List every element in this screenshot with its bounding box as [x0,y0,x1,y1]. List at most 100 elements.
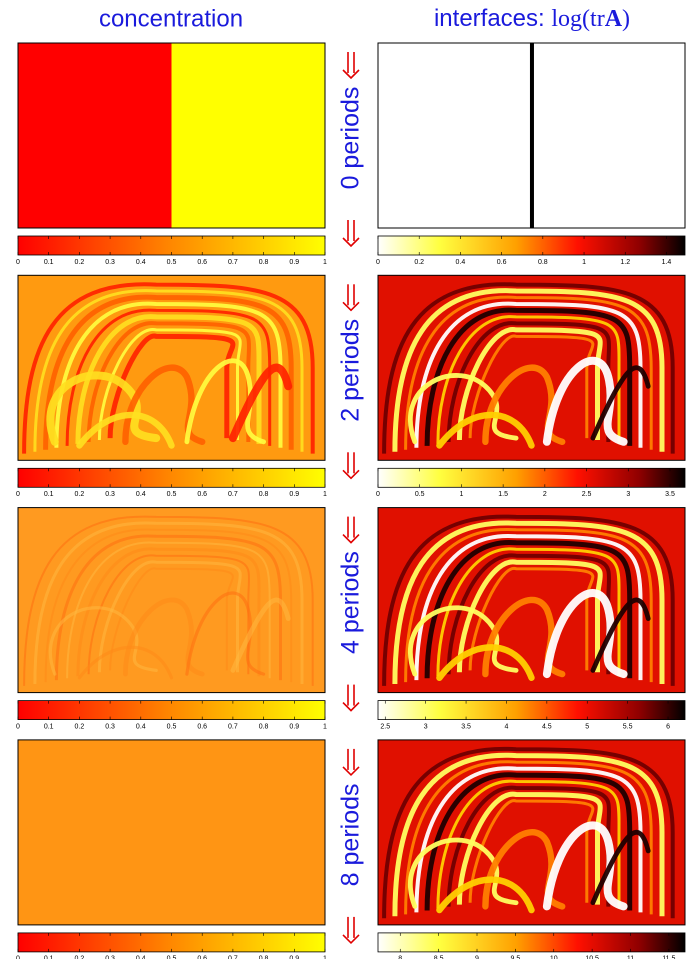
column-title: concentration [99,5,243,32]
arrow [342,220,360,248]
colorbar-tick-label: 0 [16,491,20,498]
swirl [228,363,293,443]
swirl [468,334,595,439]
formula: ) [622,6,630,32]
swirl [456,559,603,673]
arrow [342,452,360,480]
colorbar-tick-label: 1 [582,259,586,266]
swirl [446,553,612,675]
colorbar-tick-label: 0.1 [44,491,54,498]
colorbar-tick-label: 3 [626,491,630,498]
colorbar [377,467,686,488]
colorbar-tick-label: 2.5 [380,723,390,730]
colorbar-tick-label: 0.8 [259,723,269,730]
swirl [436,779,621,909]
arrow [342,916,360,945]
field-background [18,739,325,925]
colorbar-tick-label: 0.8 [538,259,548,266]
arrow [342,748,360,777]
colorbar-tick-label: 0.6 [197,723,207,730]
field-region [18,43,172,228]
colorbar-tick-label: 0.3 [105,491,115,498]
colorbar-tick-label: 1 [323,491,327,498]
swirl [22,282,315,454]
colorbar-tick-label: 3 [424,723,428,730]
colorbar-tick-label: 0.5 [415,491,425,498]
swirl [542,589,628,679]
panel-frame [17,274,326,461]
colorbar-tick-label: 0.3 [105,259,115,266]
colorbar-tick-label: 0 [16,259,20,266]
colorbar-tick-label: 0.4 [136,491,146,498]
swirl [542,356,628,446]
swirl [75,314,262,444]
swirl [436,876,535,914]
colorbar-tick-label: 0.3 [105,723,115,730]
row-label: 0 periods [337,87,365,190]
colorbar-tick-label: 2.5 [582,491,592,498]
swirl [382,514,675,686]
colorbar-tick-label: 0.9 [289,259,299,266]
colorbar-tick-label: 0.7 [228,491,238,498]
colorbar-tick-label: 2 [543,491,547,498]
swirl [436,315,621,444]
swirl [54,534,282,681]
colorbar-tick-label: 0.5 [167,491,177,498]
panel-frame [17,42,326,229]
column-title: interfaces: log(trA) [434,5,630,32]
column-title-text: interfaces: [434,5,545,32]
swirl [97,560,242,673]
arrow-head [342,469,360,480]
swirl [407,605,519,677]
colorbar-tick-label: 5.5 [623,723,633,730]
arrow-head [342,301,360,312]
arrow [342,52,360,80]
swirl [109,567,234,671]
swirl [456,791,603,905]
swirl [590,829,651,906]
colorbar-tick-label: 0.4 [456,259,466,266]
colorbar-tick-label: 0.9 [289,723,299,730]
swirl [66,541,271,679]
colorbar-tick-label: 0.6 [497,259,507,266]
swirl [107,333,236,439]
colorbar [377,932,686,953]
colorbar-tick-label: 0.1 [44,723,54,730]
panel-frame [377,507,686,694]
concentration-field [18,739,325,925]
swirl [33,289,304,452]
row-label: 2 periods [337,319,365,422]
swirl [404,760,653,915]
swirl [97,328,242,441]
colorbar-tick-label: 0.6 [197,491,207,498]
colorbar-tick-label: 3.5 [461,723,471,730]
colorbar-tick-label: 0 [16,723,20,730]
swirl [86,321,252,443]
swirl [382,746,675,919]
field-region [171,43,325,228]
arrow-head [342,237,360,248]
colorbar-tick-label: 0.7 [228,259,238,266]
colorbar-tick-label: 0.2 [75,723,85,730]
colorbar-tick-label: 1.2 [620,259,630,266]
colorbar-tick-label: 0.6 [197,259,207,266]
interfaces-field [378,739,685,925]
arrow-head [342,934,360,945]
arrow-head [342,534,360,544]
panel-frame [377,42,686,229]
arrow [342,284,360,312]
row-label: 8 periods [337,783,365,886]
swirl [23,515,314,686]
colorbar-tick-label: 0.8 [259,259,269,266]
swirl [404,528,653,683]
panel-frame [17,507,326,694]
arrow-head [342,702,360,712]
interface-line [529,43,534,228]
formula: log(tr [551,6,604,32]
colorbar-tick-label: 0.7 [228,723,238,730]
colorbar-tick-label: 1 [459,491,463,498]
swirl [392,752,665,917]
colorbar-tick-label: 5 [585,723,589,730]
colorbar [377,235,686,256]
